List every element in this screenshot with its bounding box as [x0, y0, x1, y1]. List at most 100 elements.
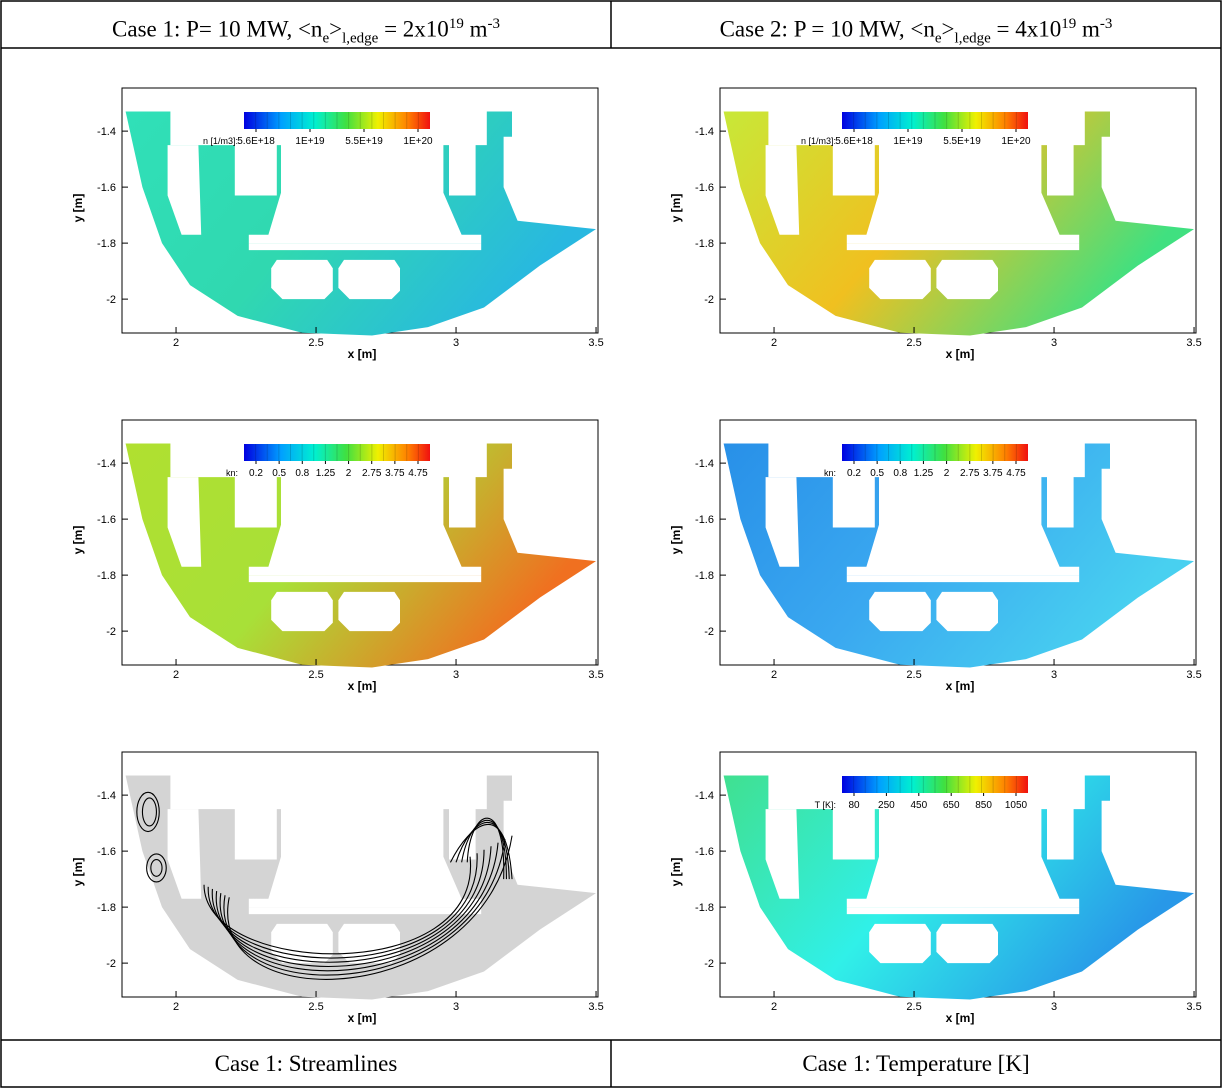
- colorbar-label: n [1/m3]:: [801, 136, 836, 146]
- x-tick-label: 2: [771, 337, 777, 349]
- header-text: >: [942, 17, 955, 42]
- header-text: Case 2: P = 10 MW, <n: [720, 17, 935, 42]
- hole: [338, 260, 400, 299]
- y-tick-label: -2: [704, 294, 714, 306]
- y-tick-label: -1.8: [97, 902, 116, 914]
- colorbar-tick-label: 2.75: [362, 468, 382, 479]
- colorbar-tick-label: 2.75: [960, 468, 980, 479]
- hole: [936, 592, 998, 631]
- y-tick-label: -1.8: [695, 902, 714, 914]
- hole: [338, 592, 400, 631]
- x-tick-label: 2: [771, 669, 777, 681]
- footer-cell: Case 1: Temperature [K]: [611, 1041, 1221, 1087]
- y-tick-label: -1.8: [695, 238, 714, 250]
- x-axis-label: x [m]: [946, 347, 975, 361]
- colorbar-tick-label: 1E+20: [403, 136, 433, 147]
- colorbar-tick-label: 1E+20: [1001, 136, 1031, 147]
- y-tick-label: -1.6: [695, 846, 714, 858]
- y-tick-label: -1.4: [695, 126, 714, 138]
- header-text: 19: [449, 16, 464, 32]
- hole: [936, 924, 998, 963]
- hole: [249, 243, 481, 250]
- y-tick-label: -1.8: [695, 570, 714, 582]
- header-text: m: [1076, 17, 1100, 42]
- hole: [249, 575, 481, 582]
- hole: [869, 924, 931, 963]
- header-cell: Case 1: P= 10 MW, <ne>l,edge = 2x1019 m-…: [1, 0, 611, 48]
- x-tick-label: 2.5: [906, 337, 921, 349]
- y-tick-label: -1.4: [695, 458, 714, 470]
- colorbar-tick-label: 450: [910, 800, 927, 811]
- colorbar-tick-label: 0.5: [272, 468, 286, 479]
- y-tick-label: -1.4: [97, 790, 116, 802]
- y-tick-label: -1.4: [97, 126, 116, 138]
- hole: [271, 260, 333, 299]
- hole: [847, 907, 1079, 914]
- hole: [936, 260, 998, 299]
- y-tick-label: -2: [704, 626, 714, 638]
- x-axis-label: x [m]: [946, 679, 975, 693]
- header-text: = 2x10: [378, 17, 448, 42]
- colorbar-tick-label: 0.5: [870, 468, 884, 479]
- x-axis-label: x [m]: [348, 679, 377, 693]
- hole: [869, 592, 931, 631]
- y-tick-label: -1.6: [97, 846, 116, 858]
- colorbar-tick-label: 1.25: [914, 468, 934, 479]
- header-text: >: [329, 17, 342, 42]
- y-axis-label: y [m]: [71, 858, 85, 887]
- x-tick-label: 2.5: [906, 669, 921, 681]
- x-tick-label: 2: [173, 1001, 179, 1013]
- colorbar-tick-label: 4.75: [1006, 468, 1026, 479]
- y-tick-label: -2: [704, 958, 714, 970]
- x-tick-label: 3: [1051, 337, 1057, 349]
- colorbar-tick-label: 2: [944, 468, 950, 479]
- hole: [271, 924, 333, 963]
- header-text: e: [935, 30, 942, 46]
- y-tick-label: -2: [106, 958, 116, 970]
- y-tick-label: -1.6: [97, 514, 116, 526]
- colorbar-tick-label: 1E+19: [893, 136, 923, 147]
- x-axis-label: x [m]: [946, 1011, 975, 1025]
- x-axis-label: x [m]: [348, 1011, 377, 1025]
- colorbar-tick-label: 250: [878, 800, 895, 811]
- colorbar-tick-label: 5.6E+18: [835, 136, 873, 147]
- x-tick-label: 2: [173, 669, 179, 681]
- y-axis-label: y [m]: [71, 194, 85, 223]
- y-tick-label: -2: [106, 626, 116, 638]
- colorbar-tick-label: 5.5E+19: [943, 136, 981, 147]
- footer-cell: Case 1: Streamlines: [1, 1041, 611, 1087]
- x-tick-label: 3.5: [588, 669, 603, 681]
- colorbar-tick-label: 650: [943, 800, 960, 811]
- colorbar-tick-label: 4.75: [408, 468, 428, 479]
- x-tick-label: 3.5: [1186, 669, 1201, 681]
- x-tick-label: 3: [453, 337, 459, 349]
- colorbar-tick-label: 0.8: [893, 468, 907, 479]
- colorbar-tick-label: 2: [346, 468, 352, 479]
- page: 2 2.5 3 3.5 -1.4 -1.6 -1.8 -2 x [m] y [m] n [1/m3]…: [0, 0, 1222, 1088]
- x-tick-label: 3: [453, 669, 459, 681]
- x-tick-label: 3: [1051, 1001, 1057, 1013]
- colorbar-tick-label: 5.6E+18: [237, 136, 275, 147]
- x-tick-label: 3: [453, 1001, 459, 1013]
- header-cell: Case 2: P = 10 MW, <ne>l,edge = 4x1019 m…: [611, 0, 1221, 48]
- colorbar-tick-label: 850: [975, 800, 992, 811]
- header-text: l,edge: [342, 30, 378, 46]
- figure: 2 2.5 3 3.5 -1.4 -1.6 -1.8 -2 x [m] y [m] n [1/m3]…: [0, 0, 1222, 1088]
- colorbar-label: kn:: [824, 468, 836, 478]
- colorbar-tick-label: 0.8: [295, 468, 309, 479]
- x-axis-label: x [m]: [348, 347, 377, 361]
- y-tick-label: -1.4: [695, 790, 714, 802]
- header-text: l,edge: [955, 30, 991, 46]
- y-tick-label: -1.4: [97, 458, 116, 470]
- colorbar-tick-label: 5.5E+19: [345, 136, 383, 147]
- y-tick-label: -1.8: [97, 570, 116, 582]
- x-tick-label: 2.5: [906, 1001, 921, 1013]
- hole: [249, 907, 481, 914]
- header-text: -3: [1100, 16, 1113, 32]
- header-text: Case 1: P= 10 MW, <n: [112, 17, 322, 42]
- hole: [271, 592, 333, 631]
- y-axis-label: y [m]: [71, 526, 85, 555]
- colorbar-tick-label: 1.25: [316, 468, 336, 479]
- x-tick-label: 2: [173, 337, 179, 349]
- x-tick-label: 2.5: [308, 1001, 323, 1013]
